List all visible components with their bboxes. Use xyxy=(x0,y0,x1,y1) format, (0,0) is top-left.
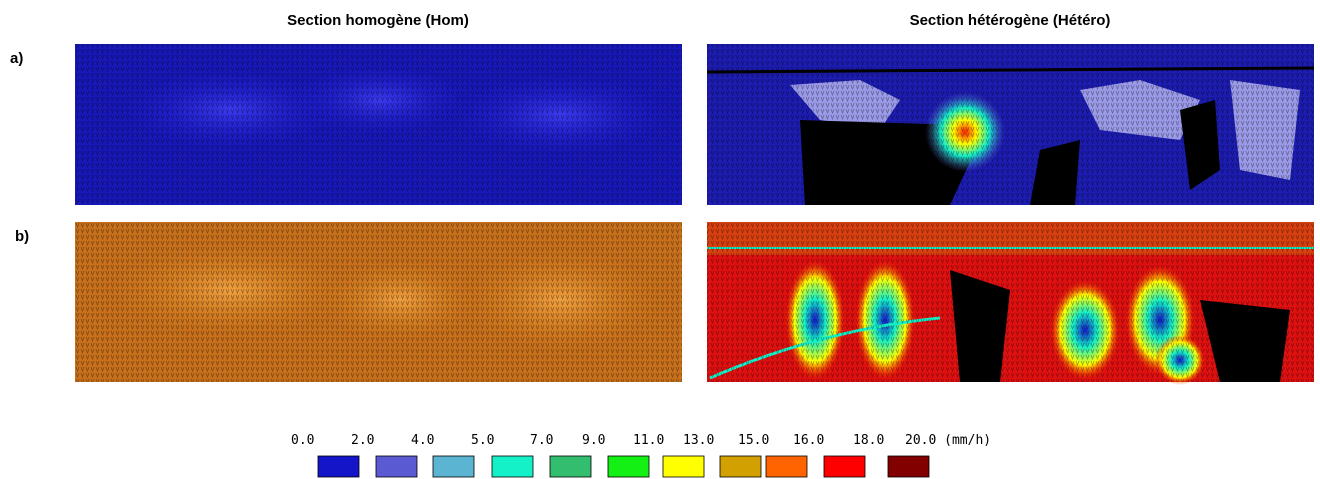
panel-het-b xyxy=(707,222,1314,385)
legend-swatch xyxy=(662,455,705,478)
legend-swatch xyxy=(432,455,475,478)
left-title: Section homogène (Hom) xyxy=(287,12,469,29)
legend-label: 20.0 (mm/h) xyxy=(905,433,991,448)
legend-label: 5.0 xyxy=(471,433,494,448)
legend-swatch xyxy=(607,455,650,478)
panel-het-a xyxy=(706,44,1315,205)
legend-label: 2.0 xyxy=(351,433,374,448)
legend-swatch xyxy=(887,455,930,478)
row-label: b) xyxy=(15,228,29,245)
right-title: Section hétérogène (Hétéro) xyxy=(910,12,1111,29)
legend-label: 15.0 xyxy=(738,433,769,448)
panel-hom-b xyxy=(75,222,682,382)
legend-swatch xyxy=(719,455,762,478)
legend-label: 13.0 xyxy=(683,433,714,448)
legend-swatch xyxy=(375,455,418,478)
legend-swatch xyxy=(765,455,808,478)
legend-label: 7.0 xyxy=(530,433,553,448)
legend-label: 16.0 xyxy=(793,433,824,448)
legend-label: 11.0 xyxy=(633,433,664,448)
legend-swatch xyxy=(549,455,592,478)
legend-label: 9.0 xyxy=(582,433,605,448)
panel-hom-a xyxy=(75,44,682,205)
legend-label: 18.0 xyxy=(853,433,884,448)
legend-label: 4.0 xyxy=(411,433,434,448)
legend-swatch xyxy=(823,455,866,478)
legend-label: 0.0 xyxy=(291,433,314,448)
legend-swatch xyxy=(317,455,360,478)
legend-swatch xyxy=(491,455,534,478)
row-label: a) xyxy=(10,50,23,67)
legend: 0.0 2.0 4.0 5.0 7.0 9.0 11.0 13.0 15.0 1… xyxy=(291,433,991,448)
